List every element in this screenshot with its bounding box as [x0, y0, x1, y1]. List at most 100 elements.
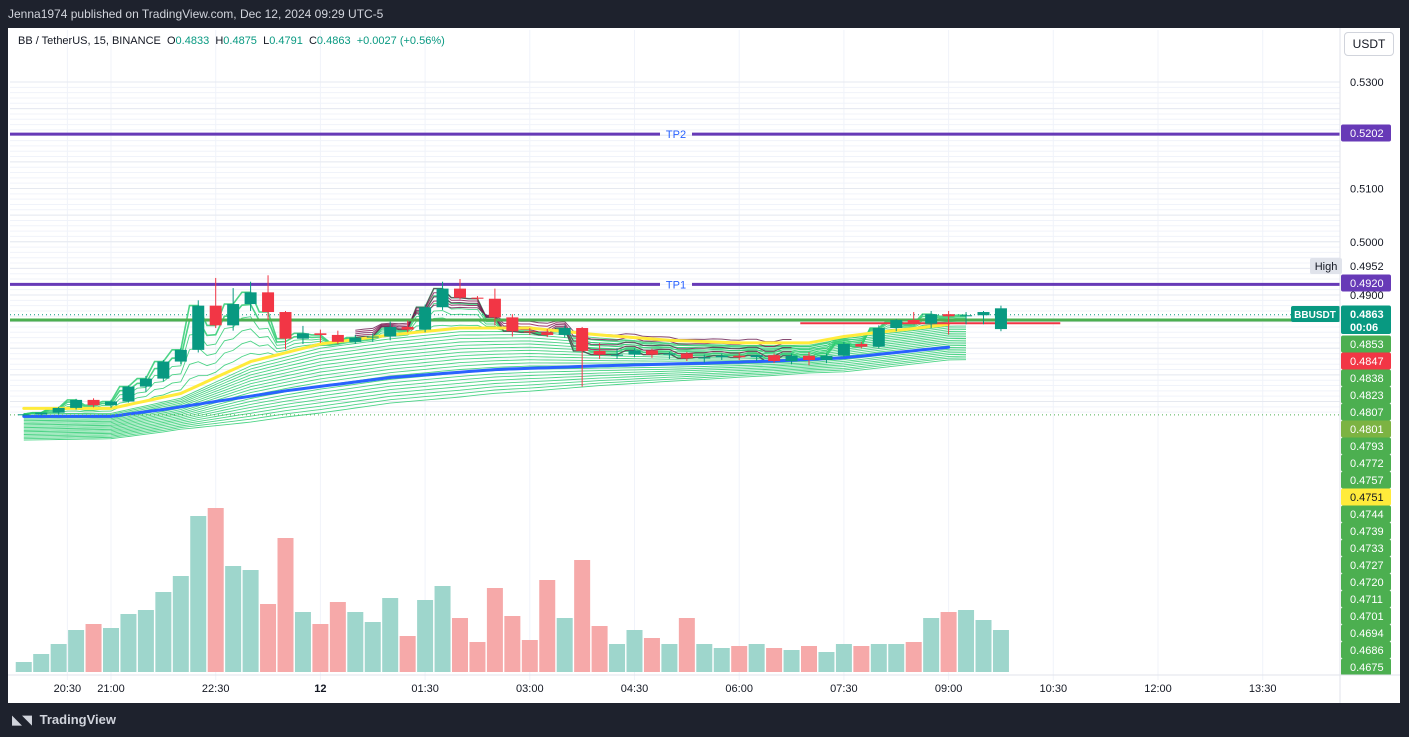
currency-button[interactable]: USDT	[1344, 32, 1394, 56]
volume-bar	[766, 648, 783, 672]
price-tag-bg	[1341, 437, 1391, 455]
volume-bar	[504, 616, 521, 672]
footer-bar: ◣◥ TradingView	[0, 703, 1409, 737]
price-tag-bg	[1341, 573, 1391, 591]
price-tag-label: 0.4838	[1350, 373, 1384, 385]
price-tag-bg	[1341, 386, 1391, 404]
volume-bar	[521, 640, 538, 672]
volume-bar	[626, 630, 643, 672]
price-tag-bg	[1341, 624, 1391, 642]
price-tag-label: 0.4793	[1350, 441, 1384, 453]
candle-body	[785, 355, 798, 362]
volume-bar	[50, 644, 67, 672]
symbol-legend: BB / TetherUS, 15, BINANCE O0.4833 H0.48…	[18, 35, 445, 47]
price-tag-bg	[1341, 352, 1391, 370]
volume-bar	[905, 642, 922, 672]
candle-body	[87, 399, 100, 406]
candle-body	[541, 332, 554, 335]
candle-body	[994, 308, 1007, 330]
price-tag-label: 0.4675	[1350, 662, 1384, 674]
candle-body	[715, 355, 728, 358]
price-tag-label: 0.4720	[1350, 577, 1384, 589]
x-tick-label: 06:00	[725, 683, 753, 695]
volume-bar	[15, 662, 32, 672]
ribbon-line	[23, 355, 967, 438]
y-tick-label: 0.4900	[1350, 290, 1384, 302]
ribbon-line	[23, 332, 966, 420]
x-tick-label: 20:30	[54, 683, 82, 695]
candle-body	[401, 326, 414, 330]
volume-bar	[713, 648, 730, 672]
candle-body	[611, 354, 624, 356]
high-tag-label: High	[1315, 261, 1338, 273]
volume-bar	[85, 624, 102, 672]
candle-body	[925, 314, 938, 324]
price-tag-label: 0.4807	[1350, 407, 1384, 419]
y-tick-label: 0.5000	[1350, 237, 1384, 249]
volume-bars	[15, 508, 1009, 672]
volume-bar	[137, 610, 154, 672]
price-tag-bg	[1341, 454, 1391, 472]
candle-body	[942, 314, 955, 317]
price-tag-label: 0.4920	[1350, 278, 1384, 290]
candle-body	[768, 355, 781, 362]
ema-cluster-line	[355, 292, 792, 357]
price-tag-bg	[1341, 590, 1391, 608]
candle-body	[105, 401, 117, 406]
volume-bar	[853, 646, 870, 672]
price-tag-bg	[1341, 607, 1391, 625]
price-tag-bg	[1341, 505, 1391, 523]
volume-bar	[155, 592, 172, 672]
volume-bar	[486, 588, 503, 672]
price-tag-bg	[1341, 320, 1391, 334]
volume-bar	[992, 630, 1009, 672]
x-tick-label: 09:00	[935, 683, 963, 695]
volume-bar	[661, 644, 678, 672]
x-tick-label: 10:30	[1040, 683, 1068, 695]
low-value: 0.4791	[269, 35, 303, 47]
candle-body	[157, 361, 170, 379]
candle-body	[192, 305, 205, 350]
volume-bar	[33, 654, 50, 672]
candle-body	[70, 399, 83, 408]
candle-body	[52, 407, 65, 413]
candle-body	[174, 349, 187, 362]
volume-bar	[835, 644, 852, 672]
symbol-tag-bg	[1291, 306, 1340, 322]
volume-bar	[609, 644, 626, 672]
volume-bar	[870, 644, 887, 672]
volume-bar	[801, 646, 817, 672]
open-label: O	[166, 35, 176, 47]
volume-bar	[225, 566, 242, 672]
price-chart[interactable]: TP2 TP1 0.5300 0.5100 0.5000 0.4900 High 0.4952…	[0, 0, 1409, 703]
price-tag-label: 0.4727	[1350, 560, 1384, 572]
high-value-label: 0.4952	[1350, 261, 1384, 273]
price-tag-label: 0.4772	[1350, 458, 1384, 470]
candle-body	[384, 326, 397, 337]
price-axis	[1291, 28, 1400, 703]
candle-body	[750, 355, 763, 358]
ribbon-line	[23, 350, 967, 434]
price-tag-bg	[1341, 403, 1391, 421]
publisher-bar: Jenna1974 published on TradingView.com, …	[0, 0, 1409, 28]
volume-bar	[120, 614, 137, 672]
volume-bar	[888, 644, 905, 672]
price-tag-label: 0.4694	[1350, 628, 1384, 640]
volume-bar	[260, 604, 277, 672]
x-tick-label: 12:00	[1144, 683, 1172, 695]
candle-body	[244, 292, 257, 305]
volume-bar	[434, 586, 451, 672]
candle-body	[314, 333, 327, 335]
volume-bar	[329, 602, 346, 672]
volume-bar	[190, 516, 207, 672]
x-tick-label: 03:00	[516, 683, 544, 695]
volume-bar	[958, 610, 975, 672]
ribbon-line	[23, 330, 966, 419]
candle-body	[209, 305, 222, 326]
volume-bar	[643, 638, 660, 672]
volume-bar	[382, 598, 399, 672]
volume-bar	[364, 622, 381, 672]
candle-body	[262, 292, 275, 313]
candle-body	[471, 297, 484, 299]
price-tag-label: 0.4823	[1350, 390, 1384, 402]
